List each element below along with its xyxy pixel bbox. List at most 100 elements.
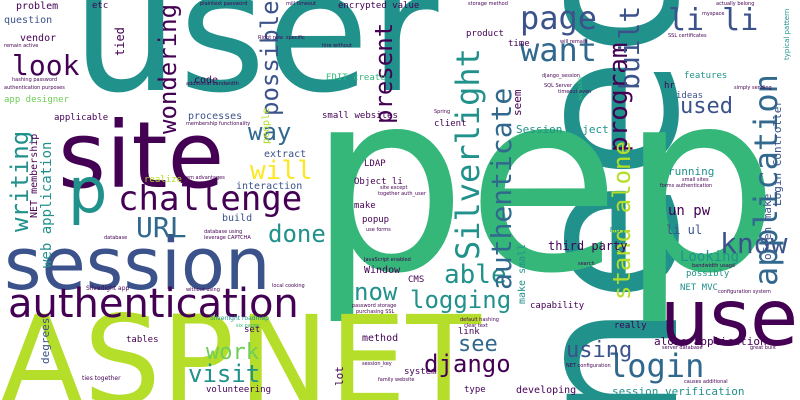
word-without-using: without using	[186, 287, 220, 293]
word-hashing-password: hashing password	[12, 77, 58, 83]
word-logging: logging	[410, 286, 512, 314]
word-configuration-system: configuration system	[718, 289, 771, 295]
word-ssl-certificates: SSL certificates	[668, 33, 707, 39]
word-django: django	[424, 350, 511, 378]
word-tied: tied	[113, 27, 127, 56]
word-use: use	[660, 274, 799, 364]
word-additional-bandwidth: additional bandwidth	[186, 81, 239, 87]
word-hr: hr	[664, 81, 675, 91]
word-user: user	[72, 0, 439, 130]
word-may: may	[610, 225, 627, 235]
word-site-except: site except	[380, 185, 408, 191]
word-link: link	[458, 327, 480, 337]
word-plaintext-password: plaintext password	[200, 1, 248, 7]
word-actually-belong: actually belong	[716, 1, 755, 7]
word-extract: extract	[264, 149, 307, 160]
word-method: method	[362, 333, 399, 344]
word-database: database	[104, 235, 128, 241]
word-running: running	[668, 165, 715, 178]
word-authentication: authentication	[8, 281, 299, 327]
word-people: people	[261, 107, 272, 144]
word-specific: specific	[286, 35, 305, 41]
word-default-hashing: default hashing	[460, 317, 499, 323]
word-net-membership: NET membership	[29, 133, 40, 218]
word-url: URL	[136, 211, 187, 244]
word-small-sites: small sites	[682, 177, 709, 183]
word-javascript-enabled: JavaScript enabled	[364, 257, 411, 263]
word-small-websites: small websites	[322, 111, 398, 121]
word-session-object: Session object	[516, 123, 609, 136]
word-question: question	[4, 15, 53, 26]
word-want: want	[520, 31, 598, 69]
word-see: see	[458, 332, 498, 357]
word-remain-active: remain active	[4, 43, 39, 49]
word-forms-authentication: forms authentication	[660, 183, 713, 189]
word-seem: seem	[511, 89, 524, 117]
word-local-cooking: local cooking	[272, 283, 305, 289]
word-code: code	[194, 75, 219, 86]
word-possibly: possibly	[686, 269, 730, 279]
word-li-li: li li	[668, 3, 759, 38]
word-type: type	[464, 385, 486, 395]
word-sql-server: SQL Server	[544, 83, 572, 89]
word-right-now: Right now	[258, 35, 284, 41]
word-challenge: challenge	[118, 179, 303, 219]
word-net-configuration: NET configuration	[566, 363, 611, 369]
word-possible: possible	[256, 0, 284, 116]
word-look: look	[12, 49, 80, 82]
word-session-key: session_key	[362, 361, 392, 367]
word-typical-pattern: typical pattern	[783, 8, 791, 60]
word-built: built	[613, 5, 646, 90]
word-site: site	[58, 102, 225, 209]
word-server-database: server database	[662, 345, 703, 351]
word-developing: developing	[516, 385, 577, 396]
word-able: able	[444, 260, 507, 290]
word-ties-together: ties together	[82, 375, 121, 382]
word-timeout-even: timeout even	[558, 89, 592, 95]
word-edit-create: EDIT create	[326, 73, 386, 83]
word-asp: ASP	[0, 290, 235, 400]
word-using: using	[566, 338, 633, 363]
word-make: make	[354, 201, 376, 211]
word-client: client	[434, 119, 467, 129]
word-done: done	[268, 220, 326, 248]
word-way: way	[248, 118, 292, 146]
word-spring: Spring	[434, 109, 451, 115]
word-session: session	[4, 222, 271, 306]
word-lot: lot	[333, 366, 346, 386]
word-interaction: interaction	[236, 181, 303, 192]
word-login: login	[608, 347, 705, 385]
word-now: now	[354, 278, 398, 306]
word-authentication-purposes: authentication purposes	[4, 85, 65, 91]
word-authenticate: authenticate	[485, 87, 518, 290]
word-silverlight-roadmap: Silverlight roadmap	[210, 315, 269, 322]
word-time: time	[508, 39, 530, 49]
word-popup: popup	[362, 215, 390, 225]
word-ideas: ideas	[676, 91, 704, 101]
word-net: NET	[238, 290, 481, 400]
word-product: product	[466, 29, 504, 39]
word-great-built: great built	[750, 345, 776, 351]
word-really: really	[614, 321, 647, 331]
word-un-pw: un pw	[668, 203, 711, 219]
word-li-ul: li ul	[666, 223, 703, 237]
word-set: set	[244, 325, 261, 335]
word-volunteering: volunteering	[206, 385, 272, 395]
word-pep: pep	[308, 37, 780, 328]
word-net-mvc: NET MVC	[680, 283, 718, 293]
word-cms: CMS	[408, 275, 425, 285]
word-wondering: wondering	[154, 3, 182, 134]
word-will: will	[250, 156, 313, 186]
word-session-verification: session verification	[612, 385, 745, 398]
word-vendor: vendor	[20, 33, 57, 44]
word-silverlight-app: Silverlight app	[86, 285, 130, 292]
word-causes-additional: causes additional	[684, 379, 728, 385]
word-six-pages: six pages	[236, 323, 260, 329]
word-capability: capability	[530, 301, 585, 311]
word-encrypted-value: encrypted value	[338, 1, 420, 11]
word-alone-application: alone application	[654, 335, 767, 348]
word-stand-alone: stand alone	[608, 141, 636, 300]
word-em-advantages: em advantages	[186, 175, 225, 181]
word-together-auth-user: together auth_user	[378, 191, 426, 197]
